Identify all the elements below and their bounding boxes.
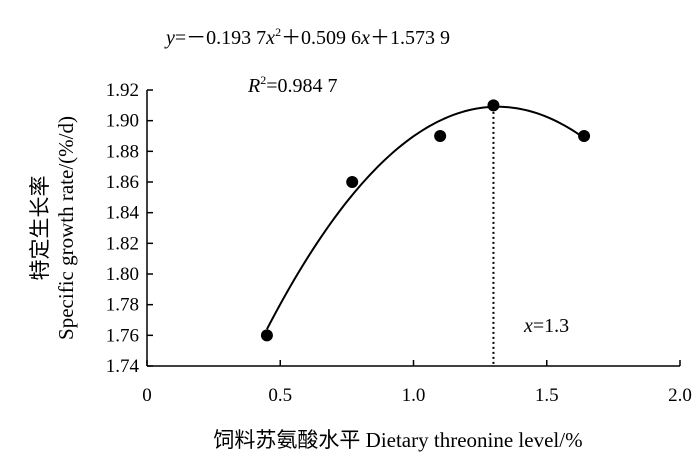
x-tick-label: 1.5 (535, 385, 559, 406)
axes (146, 90, 680, 367)
data-point (434, 130, 447, 142)
x-tick-label: 1.0 (402, 385, 426, 406)
y-tick-label: 1.82 (106, 233, 139, 254)
r-squared: R2=0.984 7 (247, 73, 338, 97)
data-point (578, 130, 591, 142)
y-tick-label: 1.92 (106, 80, 139, 101)
eq-x2-var: x (265, 27, 275, 49)
fit-equation: y=－0.193 7x2＋0.509 6x＋1.573 9 (164, 25, 450, 49)
x-tick-label: 0.5 (268, 385, 292, 406)
eq-x-var: x (360, 27, 370, 49)
fit-curve (266, 105, 585, 330)
x-ticks: 0 0.5 1.0 1.5 2.0 (142, 360, 692, 406)
eq-tail: ＋1.573 9 (370, 27, 450, 49)
eq-body: =－0.193 7 (175, 27, 266, 49)
y-axis-title-group: 特定生长率 Specific growth rate/(%/d) (28, 116, 78, 340)
data-points (260, 99, 591, 342)
y-axis-title-cn: 特定生长率 (28, 176, 52, 281)
data-point (260, 329, 273, 342)
x-axis-title: 饲料苏氨酸水平 Dietary threonine level/% (213, 428, 582, 452)
vertex-label-var: x (523, 315, 533, 337)
vertex-label: x=1.3 (523, 315, 569, 337)
data-point (487, 99, 500, 112)
y-ticks: 1.74 1.76 1.78 1.80 1.82 1.84 1.86 1.88 1.90 1.92 (106, 80, 153, 377)
y-tick-label: 1.90 (106, 111, 139, 132)
y-axis-title-en: Specific growth rate/(%/d) (54, 116, 78, 340)
x-tick-label: 0 (142, 385, 152, 406)
x-tick-label: 2.0 (668, 385, 692, 406)
eq-x2-sup: 2 (275, 25, 281, 39)
data-point (346, 176, 359, 188)
r2-sup: 2 (260, 73, 266, 87)
y-tick-label: 1.88 (106, 141, 139, 162)
y-tick-label: 1.80 (106, 264, 139, 285)
vertex-label-value: =1.3 (533, 315, 569, 337)
y-tick-label: 1.86 (106, 172, 139, 193)
y-tick-label: 1.74 (106, 356, 140, 377)
eq-y-var: y (164, 27, 175, 49)
r2-var: R (247, 75, 260, 97)
y-tick-label: 1.78 (106, 295, 139, 316)
r2-value: =0.984 7 (266, 75, 337, 97)
eq-mid: ＋0.509 6 (281, 27, 361, 49)
y-tick-label: 1.76 (106, 325, 139, 346)
y-tick-label: 1.84 (106, 203, 140, 224)
